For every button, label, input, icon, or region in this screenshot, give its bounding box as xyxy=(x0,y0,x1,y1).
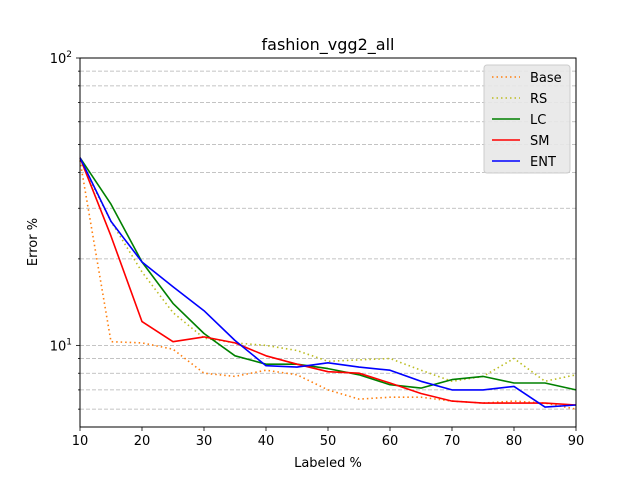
y-axis: 101 102 xyxy=(50,50,80,410)
series-group xyxy=(79,157,577,410)
x-tick-label: 90 xyxy=(568,434,585,449)
y-tick-label: 102 xyxy=(50,50,72,67)
x-axis-label: Labeled % xyxy=(294,456,362,471)
series-line-lc xyxy=(79,157,577,391)
x-tick-label: 60 xyxy=(382,434,399,449)
legend-label-rs: RS xyxy=(530,92,547,107)
series-line-ent xyxy=(79,157,577,408)
x-tick-label: 70 xyxy=(444,434,461,449)
y-axis-label: Error % xyxy=(26,218,41,266)
legend-label-ent: ENT xyxy=(530,155,556,170)
x-tick-label: 10 xyxy=(72,434,89,449)
chart-title: fashion_vgg2_all xyxy=(262,35,395,55)
x-tick-label: 50 xyxy=(320,434,337,449)
legend-label-base: Base xyxy=(530,71,562,86)
series-line-sm xyxy=(79,157,577,406)
y-tick-label: 101 xyxy=(50,337,72,354)
x-tick-label: 80 xyxy=(506,434,523,449)
x-tick-label: 40 xyxy=(258,434,275,449)
legend-box xyxy=(483,64,571,174)
legend: Base RS LC SM ENT xyxy=(483,64,571,174)
grid xyxy=(80,70,576,410)
x-axis: 10 20 30 40 50 60 70 80 90 xyxy=(72,427,585,449)
x-tick-label: 30 xyxy=(196,434,213,449)
x-tick-label: 20 xyxy=(134,434,151,449)
legend-label-lc: LC xyxy=(530,113,546,128)
legend-label-sm: SM xyxy=(530,134,549,149)
